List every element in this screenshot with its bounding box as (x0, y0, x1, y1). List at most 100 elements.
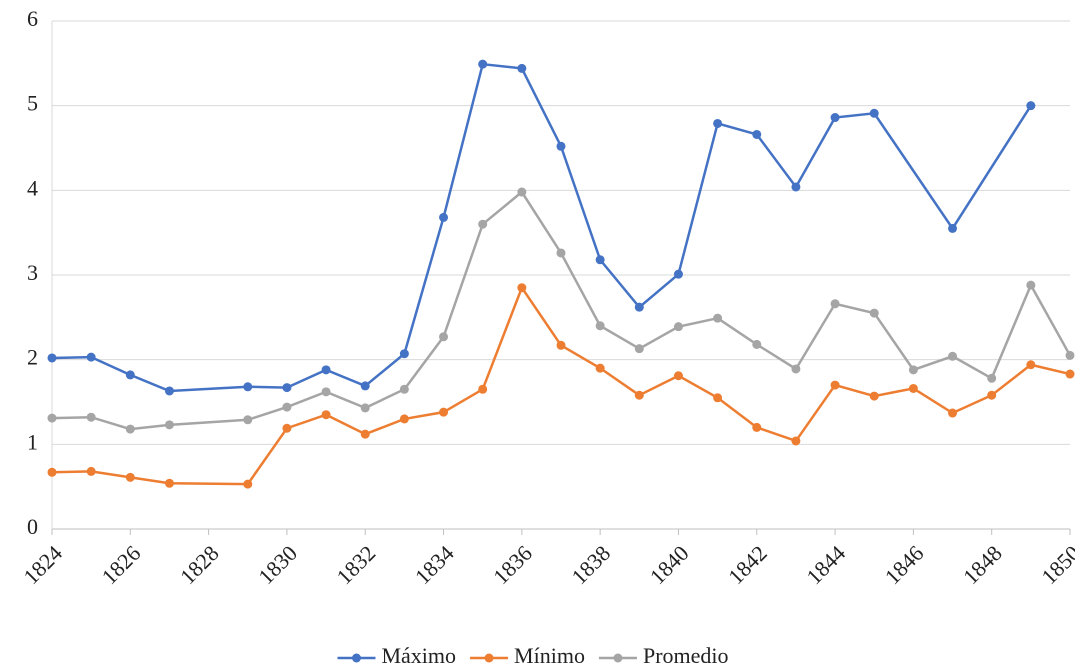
data-point (360, 381, 370, 391)
y-tick-label: 2 (27, 345, 38, 370)
data-point (321, 410, 331, 420)
data-point (869, 308, 879, 318)
data-point (282, 423, 292, 433)
data-point (478, 219, 488, 229)
data-point (125, 472, 135, 482)
data-point (713, 393, 723, 403)
legend-marker (351, 653, 361, 663)
y-tick-label: 5 (27, 91, 38, 116)
data-point (86, 412, 96, 422)
data-point (1065, 369, 1075, 379)
data-point (360, 429, 370, 439)
data-point (517, 187, 527, 197)
legend-marker (484, 653, 494, 663)
data-point (595, 363, 605, 373)
data-point (908, 365, 918, 375)
x-tick-label: 1826 (97, 540, 146, 589)
data-point (282, 402, 292, 412)
x-tick-label: 1846 (880, 540, 929, 589)
data-point (282, 383, 292, 393)
data-point (517, 283, 527, 293)
data-point (869, 391, 879, 401)
data-point (595, 255, 605, 265)
y-tick-label: 0 (27, 514, 38, 539)
data-point (752, 422, 762, 432)
data-point (791, 436, 801, 446)
x-tick-label: 1838 (566, 540, 615, 589)
data-point (125, 424, 135, 434)
legend-label: Promedio (643, 643, 729, 668)
data-point (47, 467, 57, 477)
data-point (360, 403, 370, 413)
data-point (987, 373, 997, 383)
series-line (51, 285, 1071, 486)
data-point (321, 387, 331, 397)
data-point (439, 407, 449, 417)
y-tick-label: 4 (27, 175, 38, 200)
x-tick-label: 1850 (1036, 540, 1075, 589)
data-point (47, 353, 57, 363)
data-point (164, 420, 174, 430)
x-tick-label: 1842 (723, 540, 772, 589)
series-line (51, 62, 1032, 393)
data-point (948, 223, 958, 233)
data-point (439, 332, 449, 342)
data-point (830, 113, 840, 123)
x-tick-label: 1840 (645, 540, 694, 589)
data-point (673, 322, 683, 332)
data-point (1026, 360, 1036, 370)
data-point (1026, 280, 1036, 290)
data-point (164, 478, 174, 488)
data-point (556, 340, 566, 350)
data-point (86, 352, 96, 362)
data-point (517, 63, 527, 73)
data-point (713, 313, 723, 323)
data-point (125, 370, 135, 380)
data-point (1026, 101, 1036, 111)
data-point (556, 248, 566, 258)
data-point (47, 413, 57, 423)
data-point (243, 382, 253, 392)
data-point (243, 479, 253, 489)
data-point (673, 371, 683, 381)
legend-marker (613, 653, 623, 663)
legend-label: Mínimo (514, 643, 585, 668)
x-tick-label: 1830 (253, 540, 302, 589)
data-point (478, 384, 488, 394)
data-point (791, 364, 801, 374)
x-tick-label: 1836 (488, 540, 537, 589)
x-tick-label: 1844 (801, 540, 850, 589)
y-tick-label: 3 (27, 260, 38, 285)
data-point (399, 414, 409, 424)
data-point (399, 349, 409, 359)
data-point (164, 386, 174, 396)
data-point (791, 182, 801, 192)
data-point (634, 302, 644, 312)
data-point (1065, 350, 1075, 360)
data-point (595, 321, 605, 331)
data-point (908, 383, 918, 393)
x-tick-label: 1834 (410, 540, 459, 589)
data-point (987, 390, 997, 400)
data-point (830, 380, 840, 390)
legend-label: Máximo (381, 643, 456, 668)
data-point (752, 339, 762, 349)
data-point (673, 269, 683, 279)
x-tick-label: 1848 (958, 540, 1007, 589)
data-point (713, 118, 723, 128)
data-point (556, 141, 566, 151)
y-tick-label: 6 (27, 6, 38, 31)
x-tick-label: 1828 (175, 540, 224, 589)
data-point (948, 351, 958, 361)
data-point (86, 466, 96, 476)
data-point (752, 129, 762, 139)
data-point (399, 384, 409, 394)
y-tick-label: 1 (27, 429, 38, 454)
x-tick-label: 1824 (18, 540, 67, 589)
data-point (243, 415, 253, 425)
data-point (869, 108, 879, 118)
data-point (830, 299, 840, 309)
data-point (321, 365, 331, 375)
data-point (634, 390, 644, 400)
